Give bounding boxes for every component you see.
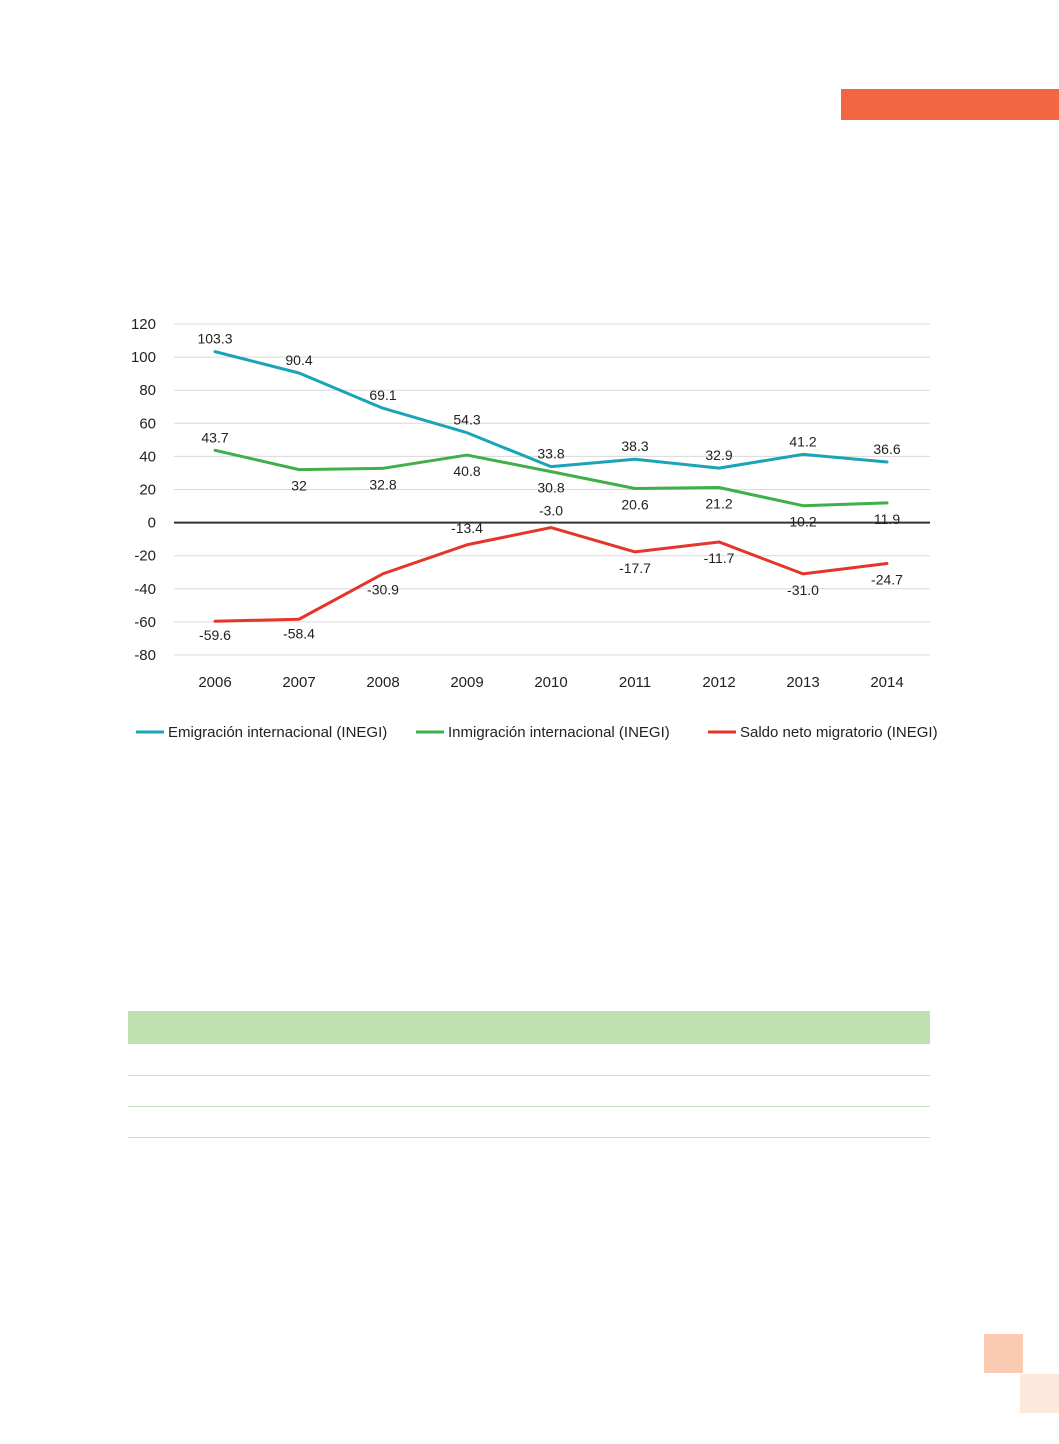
legend-label: Emigración internacional (INEGI) <box>168 724 387 741</box>
corner-decoration <box>1020 1374 1059 1413</box>
series-line <box>213 526 889 623</box>
data-label: 30.8 <box>537 480 564 496</box>
y-tick-label: 20 <box>139 482 156 499</box>
table-header <box>128 1011 930 1044</box>
data-label: 69.1 <box>369 387 396 403</box>
series-line <box>213 448 889 508</box>
legend-label: Saldo neto migratorio (INEGI) <box>740 724 938 741</box>
data-label: -13.4 <box>451 520 483 536</box>
data-label: 90.4 <box>285 352 312 368</box>
data-label: 21.2 <box>705 496 732 512</box>
x-tick-label: 2014 <box>870 674 903 691</box>
data-label: -59.6 <box>199 627 231 643</box>
chart-svg: 120 100 80 60 40 20 0 -20 -40 -60 -80 2006 2007 2008… <box>131 316 938 741</box>
data-label: 43.7 <box>201 429 228 445</box>
table-row <box>128 1044 930 1076</box>
data-labels: 103.3 90.4 69.1 54.3 33.8 38.3 32.9 41.2 36.6 43.… <box>197 331 903 644</box>
y-tick-label: -40 <box>134 581 156 598</box>
migration-line-chart: 120 100 80 60 40 20 0 -20 -40 -60 -80 2006 2007 2008… <box>120 300 950 770</box>
x-tick-label: 2013 <box>786 674 819 691</box>
legend: Emigración internacional (INEGI) Inmigrac… <box>136 724 938 741</box>
data-label: 41.2 <box>789 433 816 449</box>
x-tick-label: 2011 <box>619 674 651 691</box>
x-tick-label: 2009 <box>450 674 483 691</box>
data-label: -58.4 <box>283 625 315 641</box>
y-tick-label: 80 <box>139 382 156 399</box>
y-tick-label: 60 <box>139 415 156 432</box>
data-label: 20.6 <box>621 497 648 513</box>
series-line <box>213 350 889 470</box>
data-label: 33.8 <box>537 446 564 462</box>
x-tick-label: 2012 <box>702 674 735 691</box>
table-row <box>128 1106 930 1138</box>
y-tick-label: -60 <box>134 614 156 631</box>
x-axis-ticks: 2006 2007 2008 2009 2010 2011 2012 2013 2014 <box>198 674 903 691</box>
y-tick-label: 120 <box>131 316 156 333</box>
corner-decoration <box>984 1334 1023 1373</box>
data-label: -31.0 <box>787 582 819 598</box>
y-tick-label: 0 <box>148 515 156 532</box>
x-tick-label: 2007 <box>282 674 315 691</box>
data-label: 32.8 <box>369 476 396 492</box>
y-tick-label: -20 <box>134 548 156 565</box>
data-label: -11.7 <box>704 550 735 566</box>
series-lines <box>213 350 889 623</box>
x-tick-label: 2006 <box>198 674 231 691</box>
x-tick-label: 2010 <box>534 674 567 691</box>
accent-bar <box>841 89 1059 120</box>
data-label: 32.9 <box>705 447 732 463</box>
data-label: -17.7 <box>619 560 651 576</box>
data-label: 40.8 <box>453 463 480 479</box>
data-table <box>128 1011 930 1139</box>
data-label: 32 <box>291 478 307 494</box>
y-tick-label: 40 <box>139 448 156 465</box>
data-label: 103.3 <box>197 331 232 347</box>
x-tick-label: 2008 <box>366 674 399 691</box>
data-label: 10.2 <box>789 514 816 530</box>
data-label: -3.0 <box>539 503 563 519</box>
gridlines <box>174 323 930 656</box>
data-label: -24.7 <box>871 571 903 587</box>
table-row <box>128 1075 930 1107</box>
y-axis-ticks: 120 100 80 60 40 20 0 -20 -40 -60 -80 <box>131 316 156 664</box>
y-tick-label: -80 <box>134 647 156 664</box>
data-label: -30.9 <box>367 582 399 598</box>
legend-label: Inmigración internacional (INEGI) <box>448 724 670 741</box>
data-label: 36.6 <box>873 441 900 457</box>
data-label: 54.3 <box>453 412 480 428</box>
y-tick-label: 100 <box>131 349 156 366</box>
data-label: 11.9 <box>874 511 900 527</box>
data-label: 38.3 <box>621 438 648 454</box>
